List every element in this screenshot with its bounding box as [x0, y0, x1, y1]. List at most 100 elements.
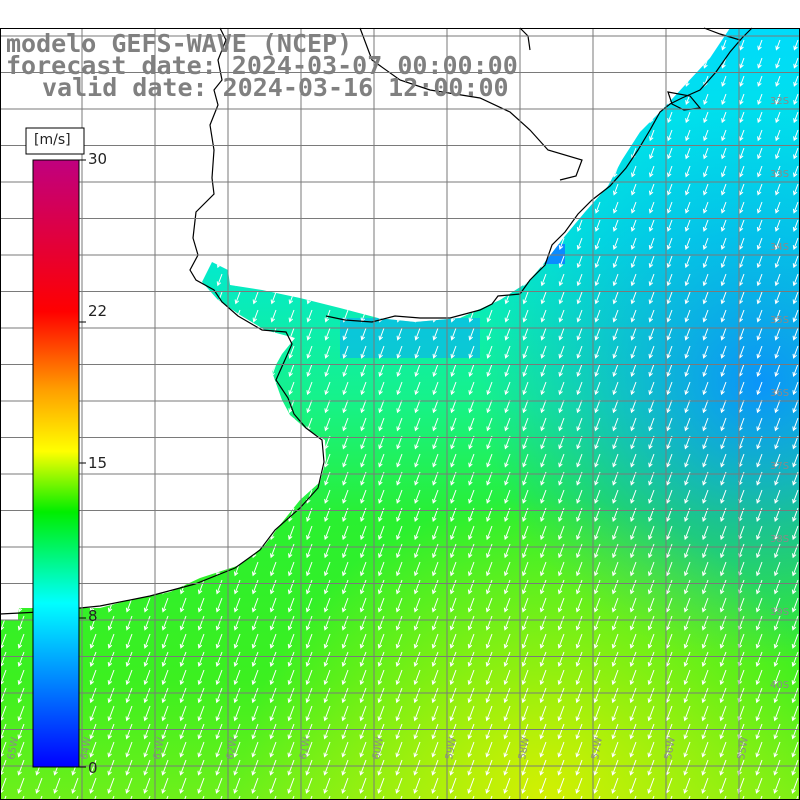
- wind-arrow: [377, 723, 385, 740]
- wind-arrow: [287, 777, 295, 794]
- wind-arrow: [396, 399, 403, 414]
- wind-arrow: [667, 129, 673, 142]
- wind-arrow: [396, 417, 403, 432]
- wind-arrow: [576, 309, 583, 323]
- wind-arrow: [485, 723, 493, 740]
- wind-arrow: [755, 651, 763, 667]
- wind-arrow: [775, 75, 781, 87]
- wind-arrow: [666, 381, 673, 396]
- wind-arrow: [612, 489, 619, 504]
- wind-arrow: [467, 759, 475, 776]
- wind-arrow: [611, 561, 619, 577]
- wind-arrow: [558, 309, 565, 323]
- colorbar-unit: [m/s]: [34, 132, 71, 148]
- wind-arrow: [757, 57, 763, 69]
- wind-arrow: [161, 759, 169, 776]
- wind-arrow: [685, 111, 691, 124]
- wind-arrow: [287, 795, 295, 800]
- wind-arrow: [683, 705, 691, 722]
- wind-arrow: [720, 525, 727, 541]
- wind-arrow: [234, 291, 241, 305]
- wind-arrow: [17, 615, 25, 631]
- wind-arrow: [684, 201, 691, 214]
- wind-arrow: [647, 723, 655, 740]
- wind-arrow: [757, 75, 763, 87]
- wind-arrow: [305, 687, 313, 704]
- wind-arrow: [359, 669, 367, 686]
- wind-arrow: [756, 453, 763, 468]
- wind-arrow: [269, 777, 277, 794]
- wind-arrow: [468, 327, 475, 341]
- wind-arrow: [431, 633, 439, 649]
- wind-arrow: [773, 597, 781, 613]
- wind-arrow: [702, 291, 709, 305]
- wind-arrow: [792, 381, 799, 396]
- wind-arrow: [143, 741, 151, 758]
- wind-arrow: [432, 543, 439, 559]
- wind-arrow: [558, 327, 565, 341]
- wind-arrow: [684, 489, 691, 504]
- wind-arrow: [413, 687, 421, 704]
- wind-arrow: [503, 633, 511, 649]
- wind-arrow: [252, 309, 259, 323]
- wind-arrow: [467, 741, 475, 758]
- wind-arrow: [539, 723, 547, 740]
- wind-arrow: [378, 363, 385, 377]
- wind-arrow: [702, 183, 709, 196]
- wind-arrow: [593, 759, 601, 776]
- wind-arrow: [323, 795, 331, 800]
- wind-arrow: [792, 273, 799, 287]
- wind-arrow: [773, 561, 781, 577]
- wind-arrow: [450, 453, 457, 468]
- wind-arrow: [719, 561, 727, 577]
- wind-arrow: [251, 687, 259, 704]
- wind-arrow: [287, 633, 295, 649]
- wind-arrow: [143, 777, 151, 794]
- wind-arrow: [467, 687, 475, 704]
- wind-arrow: [756, 165, 763, 178]
- lat-label: 38S: [770, 534, 789, 545]
- wind-arrow: [341, 705, 349, 722]
- wind-arrow: [667, 111, 673, 124]
- wind-arrow: [17, 777, 25, 794]
- wind-arrow: [576, 273, 583, 287]
- wind-arrow: [485, 777, 493, 794]
- wind-arrow: [504, 489, 511, 504]
- wind-arrow: [540, 345, 547, 359]
- lat-label: 35S: [770, 315, 789, 326]
- wind-arrow: [774, 399, 781, 414]
- wind-arrow: [739, 75, 745, 87]
- wind-arrow: [467, 669, 475, 686]
- wind-arrow: [557, 597, 565, 613]
- wind-arrow: [648, 435, 655, 450]
- wind-arrow: [467, 561, 475, 577]
- wind-arrow: [359, 777, 367, 794]
- wind-arrow: [161, 687, 169, 704]
- wind-arrow: [702, 201, 709, 214]
- wind-arrow: [576, 345, 583, 359]
- wind-arrow: [522, 345, 529, 359]
- wind-arrow: [521, 597, 529, 613]
- wind-arrow: [683, 615, 691, 631]
- wind-arrow: [629, 705, 637, 722]
- wind-arrow: [773, 579, 781, 595]
- wind-arrow: [323, 651, 331, 667]
- wind-arrow: [666, 417, 673, 432]
- wind-arrow: [721, 111, 727, 124]
- wind-arrow: [773, 687, 781, 704]
- wind-arrow: [648, 165, 655, 178]
- wind-arrow: [305, 579, 313, 595]
- wind-arrow: [755, 579, 763, 595]
- wind-arrow: [649, 147, 655, 160]
- wind-arrow: [702, 525, 709, 541]
- wind-arrow: [360, 363, 367, 377]
- wind-arrow: [522, 417, 529, 432]
- wind-arrow: [161, 597, 169, 613]
- wind-arrow: [503, 687, 511, 704]
- wind-arrow: [774, 255, 781, 269]
- wind-arrow: [629, 687, 637, 704]
- wind-arrow: [721, 75, 727, 87]
- wind-arrow: [467, 795, 475, 800]
- wind-arrow: [377, 597, 385, 613]
- wind-arrow: [629, 777, 637, 794]
